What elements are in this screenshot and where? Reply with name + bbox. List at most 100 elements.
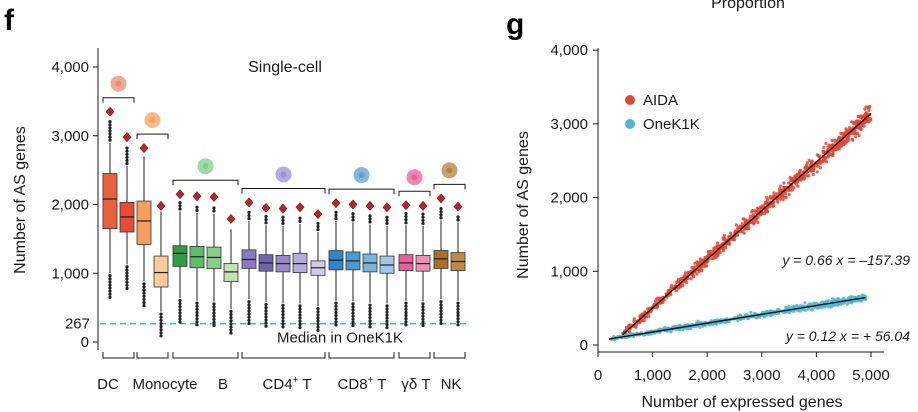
box-outlier	[212, 323, 216, 328]
box-outlier	[229, 331, 233, 335]
box-10	[275, 203, 291, 329]
scatter-point	[779, 184, 783, 188]
scatter-point	[781, 198, 785, 202]
box-outlier	[264, 221, 268, 225]
scatter-point	[638, 320, 642, 324]
box-outlier	[368, 319, 372, 323]
cell-icon-nucleus	[202, 163, 209, 170]
box-outlier	[456, 323, 460, 327]
scatter-point	[657, 327, 661, 331]
box-outlier	[421, 317, 425, 321]
scatter-point	[850, 120, 854, 124]
box-outlier	[316, 325, 320, 329]
scatter-point	[810, 159, 814, 163]
scatter-point	[669, 330, 673, 334]
box-outlier	[385, 307, 389, 311]
scatter-point	[856, 120, 860, 124]
box-outlier	[281, 306, 285, 310]
scatter-point	[689, 277, 693, 281]
box-outlier	[439, 300, 443, 304]
cell-icon-nucleus	[358, 172, 365, 179]
box-outlier	[385, 215, 389, 219]
box-outlier	[195, 313, 199, 318]
scatter-point	[715, 241, 720, 245]
legend-marker-aida	[625, 95, 635, 105]
y-tick-label-4000: 4,000	[51, 59, 89, 76]
legend-label-aida: AIDA	[643, 92, 678, 109]
box-outlier	[421, 221, 425, 226]
box-outlier	[142, 297, 146, 301]
scatter-point	[714, 254, 719, 258]
box-outlier	[368, 325, 372, 329]
scatter-point	[765, 198, 770, 202]
scatter-point	[656, 305, 660, 309]
x-tick-label-5000: 5,000	[852, 367, 890, 384]
box-outlier	[439, 216, 443, 220]
box-outlier	[264, 324, 268, 328]
scatter-point	[729, 231, 733, 235]
box-max-marker	[261, 202, 271, 213]
box-outlier	[142, 294, 146, 298]
scatter-point	[824, 160, 829, 164]
scatter-point	[632, 319, 636, 323]
scatter-point	[698, 257, 702, 261]
box-outlier	[212, 317, 216, 321]
scatter-point	[793, 174, 797, 178]
box-outlier	[178, 317, 182, 321]
box-19	[433, 193, 449, 326]
scatter-point	[691, 273, 696, 278]
box-outlier	[247, 300, 251, 304]
group-label-suffix: T	[298, 376, 311, 393]
scatter-point	[841, 133, 845, 137]
box-max-marker	[122, 132, 132, 143]
box-outlier	[125, 277, 129, 281]
y-tick-label-1000: 1,000	[550, 263, 588, 280]
box-outlier	[316, 310, 320, 314]
box-max-marker	[401, 200, 411, 211]
box-outlier	[264, 306, 268, 310]
box-outlier	[108, 126, 112, 130]
box-6	[206, 191, 222, 328]
box-outlier	[212, 314, 216, 318]
scatter-point	[750, 210, 754, 214]
box-outlier	[439, 210, 443, 214]
box-outlier	[421, 305, 425, 309]
box-outlier	[159, 331, 163, 335]
box-body	[292, 252, 308, 273]
box-8	[241, 197, 257, 326]
scatter-point	[810, 308, 814, 312]
box-outlier	[298, 313, 302, 317]
scatter-point	[852, 122, 856, 126]
scatter-point	[854, 135, 858, 139]
box-outlier	[439, 309, 443, 313]
scatter-point	[693, 261, 697, 265]
scatter-point	[802, 175, 806, 179]
box-outlier	[385, 218, 389, 222]
scatter-point	[798, 309, 802, 313]
scatter-point	[743, 227, 747, 231]
panel-f-box-chart: f Single-cell Number of AS genes 0 1,000 2…	[4, 4, 466, 393]
cell-icon-nucleus	[446, 167, 453, 174]
box-outlier	[195, 317, 199, 321]
box-outlier	[385, 322, 389, 327]
box-outlier	[247, 306, 251, 310]
box-outlier	[142, 285, 146, 289]
box-outlier	[385, 316, 389, 320]
scatter-point	[734, 223, 739, 227]
box-outlier	[421, 314, 425, 318]
box-outlier	[334, 317, 338, 321]
box-outlier	[298, 219, 302, 223]
scatter-point	[826, 145, 830, 149]
scatter-point	[696, 263, 700, 267]
scatter-point	[816, 164, 820, 168]
box-max-marker	[453, 201, 463, 212]
scatter-point	[715, 245, 720, 249]
box-outlier	[298, 216, 302, 220]
scatter-point	[726, 241, 731, 245]
scatter-point	[787, 193, 791, 197]
group-label-6: NK	[441, 376, 462, 393]
chart-f-y-ticks: 0 1,000 2,000 3,000 4,000	[51, 59, 98, 351]
box-outlier	[108, 295, 112, 299]
box-outlier	[125, 146, 129, 150]
scatter-point	[749, 214, 753, 218]
